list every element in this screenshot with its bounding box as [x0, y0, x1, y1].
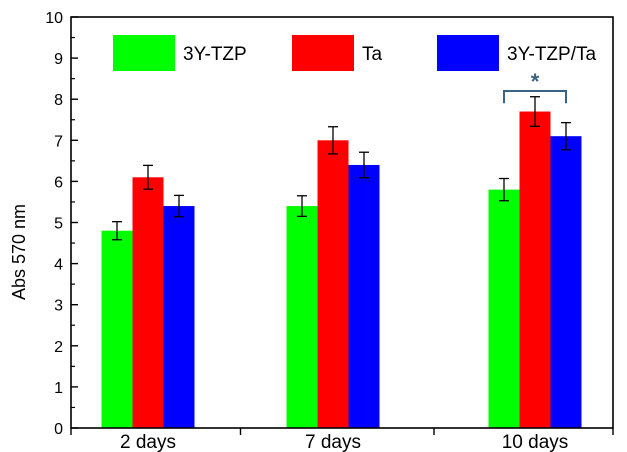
legend-swatch: [113, 35, 175, 71]
legend-label: Ta: [362, 44, 383, 65]
y-tick-label: 1: [54, 380, 63, 397]
y-tick-label: 8: [54, 92, 63, 109]
y-tick-label: 10: [45, 10, 63, 27]
y-tick-label: 3: [54, 298, 63, 315]
bar-ta-10-days: [519, 111, 551, 428]
bar-3y-tzp-7-days: [286, 206, 318, 428]
legend-swatch: [292, 35, 354, 71]
y-axis-title: Abs 570 nm: [9, 204, 29, 300]
legend-label: 3Y-TZP: [183, 44, 247, 65]
significance-star: *: [531, 69, 540, 94]
y-tick-label: 6: [54, 174, 63, 191]
x-tick-label: 7 days: [305, 432, 361, 452]
bar-3y-tzp-ta-10-days: [550, 136, 582, 428]
bar-3y-tzp-2-days: [101, 230, 133, 428]
bar-ta-7-days: [317, 140, 349, 429]
legend-swatch: [437, 35, 499, 71]
y-tick-label: 4: [54, 257, 63, 274]
y-tick-label: 2: [54, 339, 63, 356]
legend-label: 3Y-TZP/Ta: [507, 44, 596, 65]
x-tick-label: 2 days: [120, 432, 176, 452]
bar-3y-tzp-10-days: [488, 189, 520, 428]
bar-3y-tzp-ta-2-days: [163, 206, 195, 428]
y-tick-label: 9: [54, 51, 63, 68]
significance-bracket: [503, 89, 567, 104]
y-tick-label: 5: [54, 216, 63, 233]
bar-ta-2-days: [132, 177, 164, 428]
y-tick-label: 0: [54, 421, 63, 438]
x-tick-label: 10 days: [502, 432, 569, 452]
bar-3y-tzp-ta-7-days: [348, 164, 380, 428]
y-tick-label: 7: [54, 133, 63, 150]
